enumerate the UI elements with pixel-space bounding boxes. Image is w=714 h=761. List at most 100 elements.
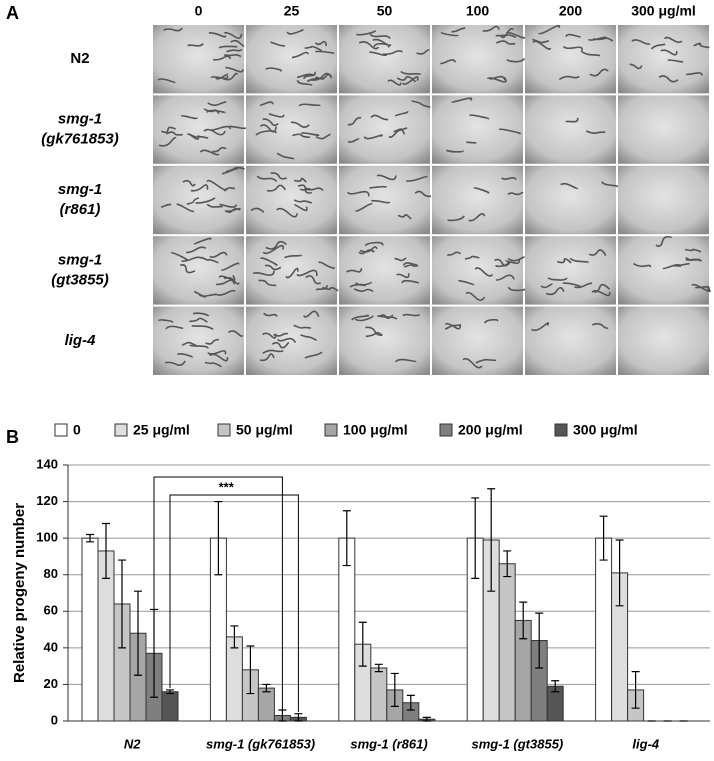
- worm: [180, 115, 198, 120]
- bar: [595, 537, 613, 722]
- worm: [206, 179, 228, 191]
- worm: [507, 191, 524, 196]
- micrograph: [246, 95, 337, 164]
- worm: [304, 187, 324, 192]
- row-label: (gk761853): [41, 131, 119, 148]
- worm: [207, 101, 227, 107]
- worm: [315, 285, 328, 291]
- worm: [210, 125, 232, 131]
- worm: [315, 133, 331, 140]
- column-header: 0: [195, 3, 203, 19]
- worm: [685, 72, 703, 76]
- worm: [296, 80, 313, 86]
- micrograph: [432, 25, 523, 94]
- worm: [157, 319, 174, 324]
- x-tick-label: smg-1 (r861): [350, 736, 427, 751]
- worm: [556, 258, 572, 264]
- worm: [369, 185, 387, 189]
- worm: [411, 100, 431, 109]
- micrograph: [525, 25, 616, 94]
- y-axis-title: Relative progeny number: [11, 503, 28, 683]
- worm: [286, 28, 304, 35]
- worm: [203, 128, 226, 136]
- worm: [354, 315, 374, 322]
- worm: [181, 256, 203, 263]
- worm: [444, 322, 462, 330]
- y-tick-label: 20: [44, 676, 58, 691]
- micrograph: [432, 95, 523, 164]
- legend-swatch: [54, 423, 68, 437]
- worm: [219, 203, 237, 208]
- worm: [305, 275, 322, 285]
- worm: [629, 63, 643, 70]
- worm: [351, 314, 370, 321]
- error-bar: [246, 645, 255, 695]
- worm: [293, 204, 308, 212]
- worm: [364, 241, 384, 247]
- worm: [165, 325, 184, 330]
- worm: [164, 360, 186, 366]
- worm: [660, 49, 678, 56]
- worm: [268, 112, 285, 118]
- error-bar: [406, 694, 415, 711]
- row-label: (r861): [60, 201, 101, 218]
- worm: [650, 43, 666, 50]
- worm: [658, 75, 679, 83]
- worm: [256, 175, 278, 182]
- worm: [379, 314, 394, 319]
- legend-swatch: [439, 423, 453, 437]
- worm: [468, 213, 486, 222]
- worm: [355, 202, 373, 212]
- micrograph: [153, 165, 244, 235]
- micrograph: [618, 25, 709, 94]
- micrograph: [246, 306, 337, 375]
- worm: [365, 331, 383, 338]
- worm: [179, 264, 196, 274]
- worm: [264, 264, 282, 271]
- worm: [562, 45, 583, 51]
- worm: [466, 141, 477, 144]
- y-tick-label: 100: [36, 530, 58, 545]
- worm: [161, 126, 177, 134]
- worm: [207, 350, 227, 355]
- worm: [347, 116, 362, 126]
- worm: [393, 127, 408, 133]
- worm: [259, 101, 274, 107]
- error-bar: [214, 500, 223, 576]
- column-header: 25: [284, 3, 300, 19]
- worm: [187, 42, 204, 47]
- worm: [181, 341, 198, 347]
- worm: [228, 330, 244, 337]
- worm: [574, 282, 593, 289]
- worm: [685, 257, 701, 262]
- worm: [276, 152, 295, 160]
- worm: [177, 352, 193, 359]
- worm: [270, 41, 285, 47]
- column-header: 300 μg/ml: [631, 3, 696, 19]
- bar: [225, 636, 243, 722]
- worm: [655, 235, 672, 247]
- worm: [189, 317, 208, 323]
- worm: [157, 78, 176, 84]
- worm: [259, 353, 275, 362]
- worm: [318, 261, 335, 270]
- worm: [304, 351, 323, 359]
- worm: [225, 66, 244, 73]
- worm: [160, 203, 172, 208]
- worm: [299, 187, 311, 191]
- legend-label: 50 μg/ml: [236, 422, 293, 438]
- worm: [209, 353, 229, 362]
- worm: [475, 358, 496, 364]
- legend-swatch: [114, 423, 128, 437]
- worm: [230, 39, 245, 47]
- worm: [451, 97, 473, 103]
- error-bar: [487, 488, 496, 592]
- worm: [349, 283, 366, 288]
- worm: [500, 28, 514, 39]
- micrograph: [246, 236, 337, 305]
- worm: [369, 33, 391, 40]
- worm: [182, 179, 196, 187]
- legend-label: 0: [73, 422, 81, 438]
- worm: [663, 36, 683, 44]
